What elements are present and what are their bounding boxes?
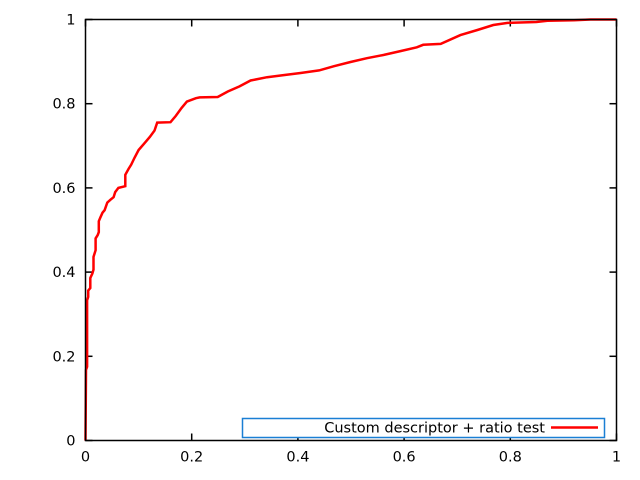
x-tick-label: 0.6 bbox=[393, 450, 416, 466]
plot-background bbox=[85, 19, 617, 441]
y-tick-label: 0 bbox=[66, 434, 75, 450]
y-tick-label: 0.6 bbox=[52, 181, 75, 197]
legend: Custom descriptor + ratio test bbox=[241, 417, 606, 439]
x-tick-labels: 0 0.2 0.4 0.6 0.8 1 bbox=[81, 450, 621, 466]
y-tick-label: 0.4 bbox=[52, 265, 75, 281]
x-tick-label: 0.2 bbox=[180, 450, 203, 466]
x-tick-label: 0 bbox=[81, 450, 90, 466]
x-tick-label: 0.8 bbox=[499, 450, 522, 466]
legend-label: Custom descriptor + ratio test bbox=[324, 421, 545, 437]
roc-curve bbox=[84, 18, 617, 441]
y-tick-label: 1 bbox=[66, 13, 75, 29]
plot-border bbox=[84, 18, 618, 442]
legend-box bbox=[241, 417, 606, 439]
x-tick-label: 1 bbox=[612, 450, 621, 466]
y-tick-label: 0.2 bbox=[52, 349, 75, 365]
y-tick-label: 0.8 bbox=[52, 97, 75, 113]
y-tick-labels: 0 0.2 0.4 0.6 0.8 1 bbox=[52, 13, 75, 450]
x-tick-label: 0.4 bbox=[286, 450, 309, 466]
